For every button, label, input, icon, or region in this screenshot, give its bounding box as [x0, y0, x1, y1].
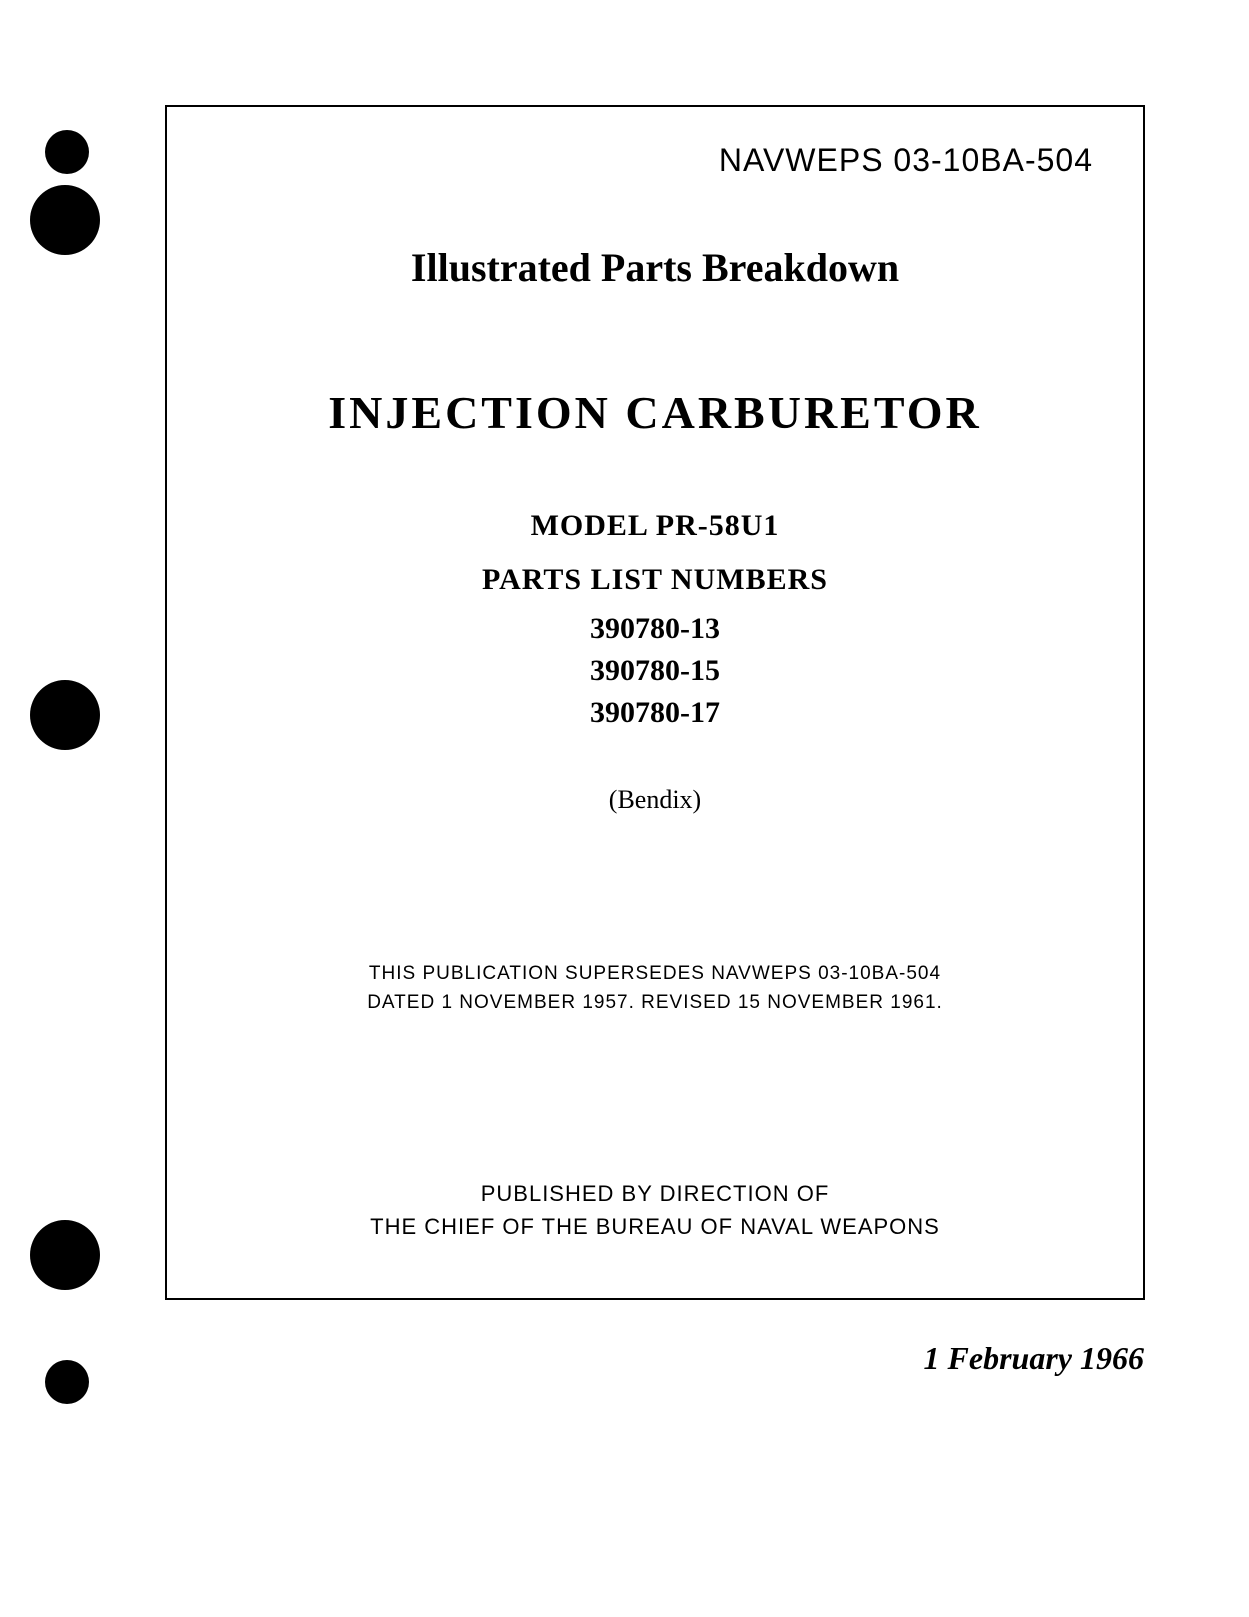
publisher-notice: PUBLISHED BY DIRECTION OF THE CHIEF OF T…: [217, 1177, 1093, 1243]
supersedes-line: THIS PUBLICATION SUPERSEDES NAVWEPS 03-1…: [217, 960, 1093, 989]
binding-hole-icon: [45, 1360, 89, 1404]
binding-hole-icon: [45, 130, 89, 174]
part-number-item: 390780-17: [217, 696, 1093, 730]
main-title: INJECTION CARBURETOR: [217, 386, 1093, 439]
document-type-heading: Illustrated Parts Breakdown: [217, 244, 1093, 291]
content-frame: NAVWEPS 03-10BA-504 Illustrated Parts Br…: [165, 105, 1145, 1300]
model-number: PR-58U1: [656, 509, 780, 542]
part-number-item: 390780-13: [217, 612, 1093, 646]
supersedes-notice: THIS PUBLICATION SUPERSEDES NAVWEPS 03-1…: [217, 960, 1093, 1017]
binding-hole-icon: [30, 1220, 100, 1290]
parts-list-header: PARTS LIST NUMBERS: [217, 563, 1093, 597]
page-container: NAVWEPS 03-10BA-504 Illustrated Parts Br…: [0, 0, 1249, 1617]
manufacturer-label: (Bendix): [217, 785, 1093, 815]
publisher-line: THE CHIEF OF THE BUREAU OF NAVAL WEAPONS: [217, 1210, 1093, 1243]
supersedes-line: DATED 1 NOVEMBER 1957. REVISED 15 NOVEMB…: [217, 989, 1093, 1018]
publication-date: 1 February 1966: [924, 1340, 1144, 1377]
model-line: MODEL PR-58U1: [217, 509, 1093, 543]
binding-hole-icon: [30, 185, 100, 255]
model-label: MODEL: [531, 509, 648, 542]
binding-hole-icon: [30, 680, 100, 750]
publication-number: NAVWEPS 03-10BA-504: [217, 142, 1093, 179]
publisher-line: PUBLISHED BY DIRECTION OF: [217, 1177, 1093, 1210]
part-number-item: 390780-15: [217, 654, 1093, 688]
